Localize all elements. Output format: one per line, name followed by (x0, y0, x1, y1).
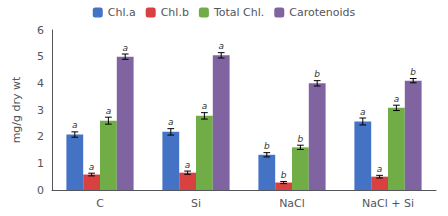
svg-text:NaCl: NaCl (279, 197, 305, 210)
svg-text:b: b (314, 69, 320, 79)
svg-text:0: 0 (37, 184, 44, 197)
svg-text:b: b (298, 134, 304, 144)
svg-text:a: a (72, 120, 78, 130)
svg-text:Chl.a: Chl.a (108, 6, 136, 19)
svg-text:a: a (360, 107, 366, 117)
svg-text:4: 4 (37, 77, 44, 90)
svg-text:NaCl + Si: NaCl + Si (362, 197, 414, 210)
svg-text:a: a (168, 117, 174, 127)
svg-text:a: a (89, 162, 95, 172)
svg-text:Chl.b: Chl.b (161, 6, 189, 19)
svg-text:6: 6 (37, 24, 44, 37)
svg-text:b: b (410, 67, 416, 77)
svg-text:2: 2 (37, 130, 44, 143)
svg-text:a: a (218, 41, 224, 51)
svg-text:a: a (377, 164, 383, 174)
svg-text:a: a (394, 94, 400, 104)
svg-text:a: a (202, 101, 208, 111)
svg-text:a: a (106, 106, 112, 116)
svg-text:5: 5 (37, 50, 44, 63)
svg-text:1: 1 (37, 157, 44, 170)
svg-text:C: C (96, 197, 104, 210)
svg-text:b: b (264, 141, 270, 151)
svg-text:a: a (122, 43, 128, 53)
svg-text:Si: Si (191, 197, 201, 210)
svg-text:Total Chl.: Total Chl. (213, 6, 264, 19)
svg-text:b: b (281, 170, 287, 180)
svg-text:a: a (185, 160, 191, 170)
svg-text:3: 3 (37, 104, 44, 117)
svg-text:mg/g dry wt: mg/g dry wt (10, 76, 23, 143)
svg-text:Carotenoids: Carotenoids (289, 6, 355, 19)
